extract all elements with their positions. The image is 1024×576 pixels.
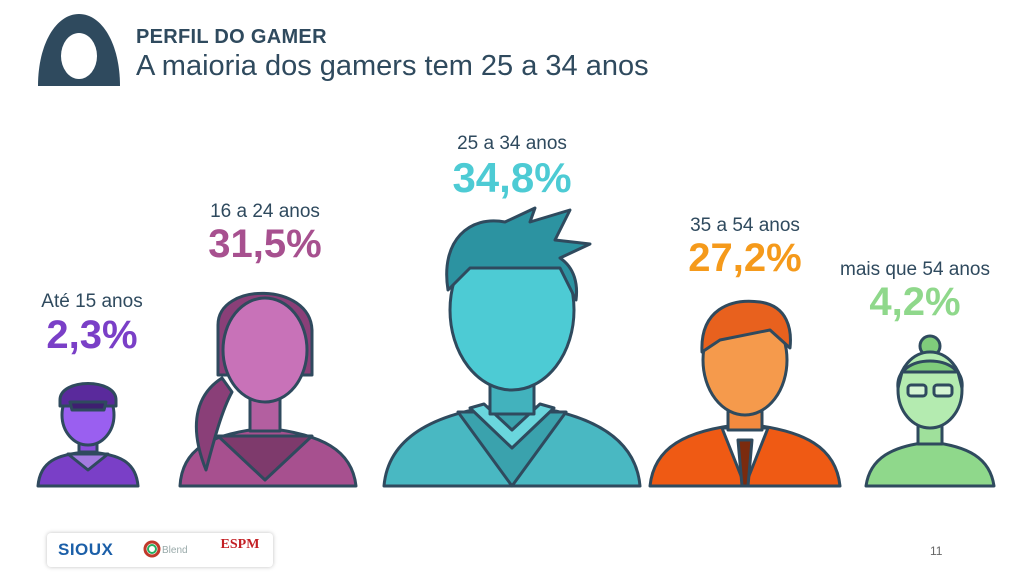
value-label-2: 31,5% xyxy=(208,222,322,266)
profile-avatar-icon xyxy=(38,14,120,86)
category-label-4: 35 a 54 anos xyxy=(690,215,800,236)
blend-logo-text: Blend xyxy=(162,545,188,556)
value-label-4: 27,2% xyxy=(688,236,802,280)
section-kicker: PERFIL DO GAMER xyxy=(136,26,327,48)
page-title: A maioria dos gamers tem 25 a 34 anos xyxy=(136,50,649,82)
espm-logo: ESPM xyxy=(212,537,268,563)
page-number: 11 xyxy=(930,544,943,558)
figure-kid-icon xyxy=(36,382,140,488)
figure-young-woman-icon xyxy=(178,291,358,488)
value-label-1: 2,3% xyxy=(46,313,138,357)
category-label-5: mais que 54 anos xyxy=(840,259,990,280)
category-label-1: Até 15 anos xyxy=(41,291,143,312)
sioux-logo: SIOUX xyxy=(58,540,114,559)
figure-young-man-icon xyxy=(382,206,642,488)
category-label-2: 16 a 24 anos xyxy=(210,201,320,222)
figure-adult-man-icon xyxy=(648,299,842,488)
espm-logo-text: ESPM xyxy=(220,537,260,552)
figure-senior-woman-icon xyxy=(864,334,996,488)
blend-logo-icon: Blend xyxy=(143,540,188,558)
value-label-3: 34,8% xyxy=(452,154,572,201)
value-label-5: 4,2% xyxy=(869,280,961,324)
category-label-3: 25 a 34 anos xyxy=(457,133,567,154)
